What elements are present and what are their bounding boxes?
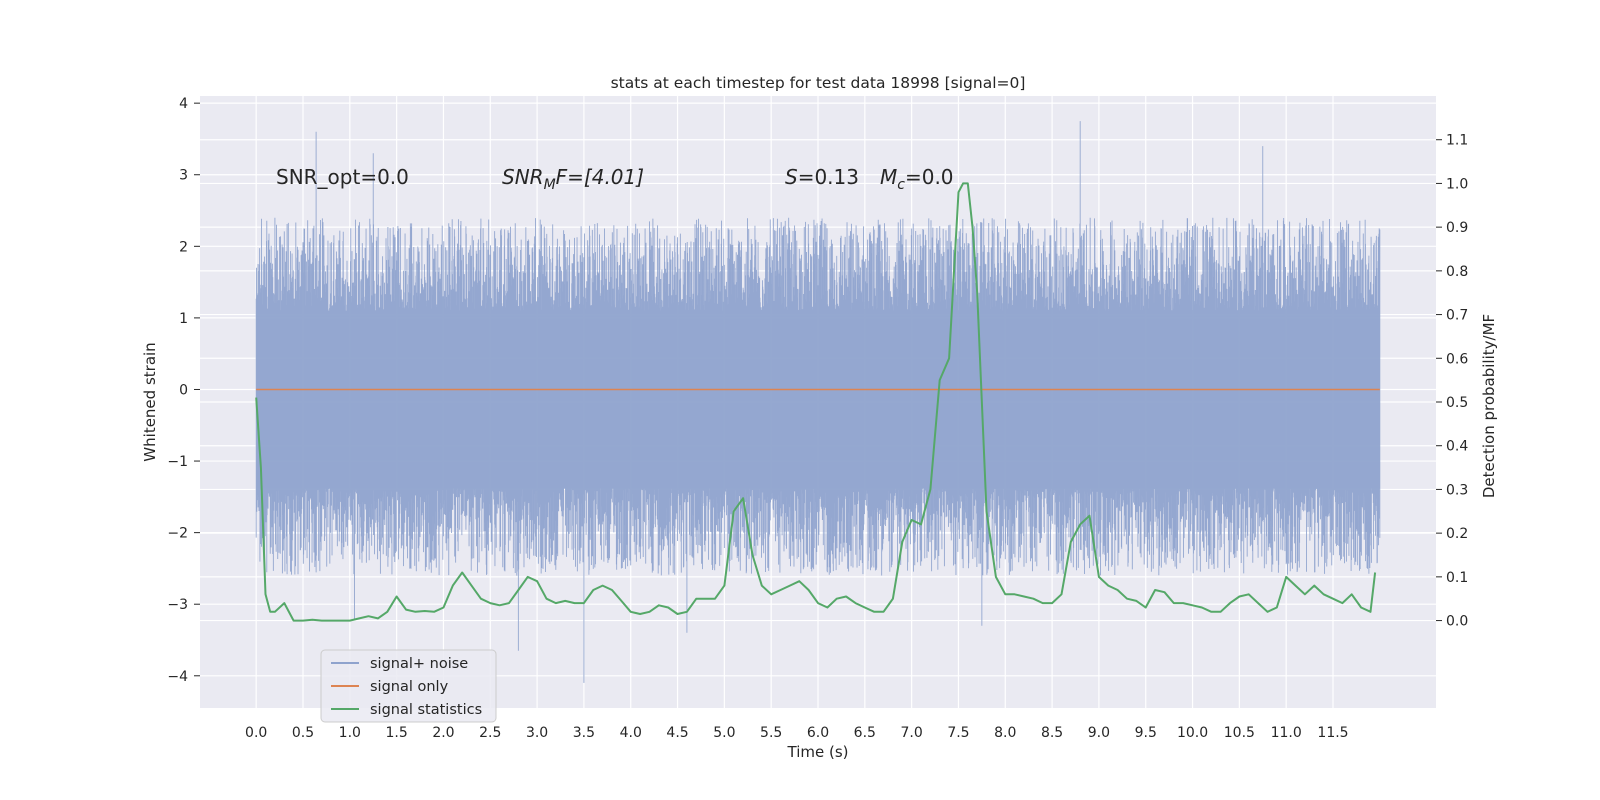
y2-tick-label: 1.0: [1446, 176, 1468, 192]
x-tick-label: 3.0: [526, 725, 548, 741]
y-axis-label: Whitened strain: [141, 342, 159, 461]
y-tick-label: −3: [167, 597, 188, 613]
y-tick-labels: 4 3 2 1 0 −1 −2 −3 −4: [167, 96, 200, 685]
x-tick-label: 1.5: [386, 725, 408, 741]
x-tick-label: 1.0: [339, 725, 361, 741]
signal-statistics-line: [255, 182, 1377, 622]
annotation-mc: Mc=0.0: [880, 165, 954, 193]
y-tick-label: 2: [179, 239, 188, 255]
x-tick-labels: 0.0 0.5 1.0 1.5 2.0 2.5 3.0 3.5 4.0 4.5 5.0 5.5 6.0 6…: [245, 725, 1349, 741]
y2-tick-label: 0.9: [1446, 220, 1468, 236]
x-tick-label: 9.5: [1135, 725, 1157, 741]
annotation-mc-sub: c: [897, 177, 905, 193]
x-tick-label: 6.5: [854, 725, 876, 741]
x-tick-label: 4.5: [666, 725, 688, 741]
x-tick-label: 4.0: [620, 725, 642, 741]
x-tick-label: 10.0: [1177, 725, 1208, 741]
y-tick-label: −1: [167, 454, 188, 470]
chart-title: stats at each timestep for test data 189…: [611, 74, 1026, 92]
x-tick-label: 2.5: [479, 725, 501, 741]
annotation-mc-main: M: [880, 165, 897, 189]
y2-tick-label: 0.4: [1446, 439, 1468, 455]
legend-label-signal-noise: signal+ noise: [370, 656, 468, 672]
x-tick-label: 11.0: [1271, 725, 1302, 741]
x-tick-label: 10.5: [1224, 725, 1255, 741]
annotation-mc-rest: =0.0: [905, 165, 954, 189]
x-tick-label: 6.0: [807, 725, 829, 741]
x-tick-label: 2.0: [432, 725, 454, 741]
annotation-s: S=0.13: [785, 165, 859, 189]
y-tick-label: 1: [179, 311, 188, 327]
x-tick-label: 5.0: [713, 725, 735, 741]
legend: signal+ noise signal only signal statist…: [320, 649, 497, 723]
y2-tick-label: 0.0: [1446, 614, 1468, 630]
y-tick-label: −2: [167, 526, 188, 542]
y2-tick-label: 0.2: [1446, 526, 1468, 542]
x-axis-label: Time (s): [787, 743, 849, 761]
annotation-s-rest: =0.13: [798, 165, 859, 189]
y2-tick-label: 0.6: [1446, 351, 1468, 367]
legend-label-signal-only: signal only: [370, 679, 449, 695]
y2-tick-label: 0.1: [1446, 570, 1468, 586]
x-tick-label: 8.0: [994, 725, 1016, 741]
y2-tick-label: 0.5: [1446, 395, 1468, 411]
signal-noise-series: [255, 121, 1381, 683]
legend-label-signal-statistics: signal statistics: [370, 702, 482, 718]
y2-tick-label: 0.8: [1446, 264, 1468, 280]
y-tick-label: 3: [179, 168, 188, 184]
y2-axis-label: Detection probability/MF: [1480, 314, 1498, 498]
x-tick-label: 9.0: [1088, 725, 1110, 741]
signal-statistics-series: [255, 182, 1377, 622]
x-tick-label: 7.5: [947, 725, 969, 741]
annotation-snr-mf: SNRMF=[4.01]: [502, 165, 644, 193]
y-tick-label: 0: [179, 382, 188, 398]
signal-noise-line: [255, 121, 1381, 683]
x-tick-label: 7.0: [901, 725, 923, 741]
y2-tick-label: 0.3: [1446, 482, 1468, 498]
annotation-snr-mf-sub: M: [544, 177, 556, 193]
y-tick-label: 4: [179, 96, 188, 112]
y2-tick-label: 0.7: [1446, 308, 1468, 324]
annotation-snr-mf-main: SNR: [502, 165, 544, 189]
x-tick-label: 8.5: [1041, 725, 1063, 741]
y2-tick-labels: 1.1 1.0 0.9 0.8 0.7 0.6 0.5 0.4 0.3 0.2 0.1 0.0: [1436, 133, 1468, 630]
legend-box: [320, 649, 497, 723]
y2-tick-label: 1.1: [1446, 133, 1468, 149]
y-tick-label: −4: [167, 669, 188, 685]
annotation-s-main: S: [785, 165, 798, 189]
x-tick-label: 5.5: [760, 725, 782, 741]
x-tick-label: 3.5: [573, 725, 595, 741]
x-tick-label: 0.5: [292, 725, 314, 741]
x-tick-label: 11.5: [1317, 725, 1348, 741]
annotation-snr-opt: SNR_opt=0.0: [276, 165, 409, 189]
annotation-snr-mf-rest: F=[4.01]: [556, 165, 644, 189]
x-tick-label: 0.0: [245, 725, 267, 741]
